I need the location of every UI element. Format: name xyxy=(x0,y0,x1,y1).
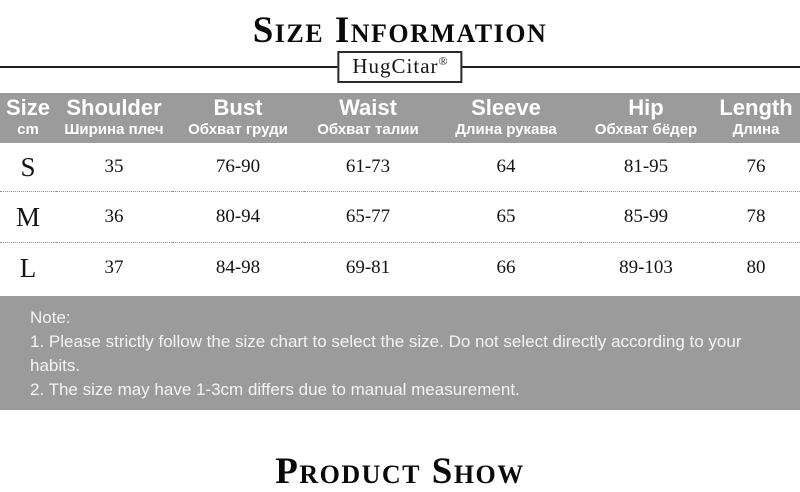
column-label: Waist xyxy=(339,95,397,120)
note-box: Note: 1. Please strictly follow the size… xyxy=(0,296,800,410)
column-sublabel: Длина xyxy=(732,121,780,138)
shoulder-value: 36 xyxy=(56,191,172,243)
column-label: Bust xyxy=(213,95,263,120)
shoulder-value: 37 xyxy=(104,257,124,278)
size-table-header: Size cm Shoulder Ширина плеч Bust Обхват… xyxy=(0,93,800,143)
brand-divider: HugCitar® xyxy=(0,51,800,83)
column-label: Size xyxy=(5,95,51,120)
column-header-length: Length Длина xyxy=(712,93,800,143)
product-show-title: Product Show xyxy=(275,451,525,492)
shoulder-value: 35 xyxy=(56,143,172,192)
column-sublabel: cm xyxy=(17,121,39,138)
note-label: Note: xyxy=(30,308,71,327)
column-header-sleeve: Sleeve Длина рукава xyxy=(432,93,580,143)
column-sublabel: Обхват талии xyxy=(317,121,419,138)
bust-value: 80-94 xyxy=(172,191,304,243)
header-row: Size cm Shoulder Ширина плеч Bust Обхват… xyxy=(0,93,800,143)
table-row-size-s: S 35 76-90 61-73 64 81-95 76 xyxy=(0,143,800,192)
column-label: Hip xyxy=(628,95,664,120)
column-header-bust: Bust Обхват груди xyxy=(172,93,304,143)
column-header-hip: Hip Обхват бёдер xyxy=(580,93,712,143)
size-table-body: S 35 76-90 61-73 64 81-95 76 M 36 80-94 … xyxy=(0,143,800,293)
waist-value: 61-73 xyxy=(304,143,432,192)
waist-value: 65-77 xyxy=(304,191,432,243)
sleeve-value: 65 xyxy=(432,191,580,243)
hip-value: 89-103 xyxy=(619,257,673,278)
hip-value: 81-95 xyxy=(580,143,712,192)
registered-trademark-mark: ® xyxy=(438,54,448,68)
column-header-size: Size cm xyxy=(0,93,56,143)
table-row-size-m: M 36 80-94 65-77 65 85-99 78 xyxy=(0,191,800,243)
length-value: 78 xyxy=(712,191,800,243)
column-sublabel: Обхват бёдер xyxy=(594,121,698,138)
sleeve-value: 64 xyxy=(432,143,580,192)
bust-value: 76-90 xyxy=(172,143,304,192)
column-header-shoulder: Shoulder Ширина плеч xyxy=(56,93,172,143)
column-header-waist: Waist Обхват талии xyxy=(304,93,432,143)
column-sublabel: Обхват груди xyxy=(188,121,288,138)
brand-logo: HugCitar® xyxy=(337,51,463,83)
column-label: Sleeve xyxy=(471,95,541,120)
bust-value: 84-98 xyxy=(215,257,261,278)
table-row-size-l: L 37 84-98 69-81 66 89-103 80 xyxy=(0,243,800,294)
size-value: L xyxy=(19,252,37,283)
column-label: Length xyxy=(719,95,793,120)
length-value: 80 xyxy=(746,257,766,278)
waist-value: 69-81 xyxy=(345,257,391,278)
size-value: M xyxy=(0,191,56,243)
hip-value: 85-99 xyxy=(580,191,712,243)
size-value: S xyxy=(0,143,56,192)
note-line-1: 1. Please strictly follow the size chart… xyxy=(30,332,742,375)
brand-logo-text: HugCitar xyxy=(352,54,439,78)
note-line-2: 2. The size may have 1-3cm differs due t… xyxy=(30,380,520,399)
page-title: Size Information xyxy=(252,10,548,51)
size-table: Size cm Shoulder Ширина плеч Bust Обхват… xyxy=(0,93,800,293)
length-value: 76 xyxy=(712,143,800,192)
sleeve-value: 66 xyxy=(496,257,516,278)
column-sublabel: Длина рукава xyxy=(455,121,557,138)
column-label: Shoulder xyxy=(66,95,162,120)
size-info-page: Size Information HugCitar® Size cm Shoul… xyxy=(0,10,800,492)
column-sublabel: Ширина плеч xyxy=(64,121,164,138)
